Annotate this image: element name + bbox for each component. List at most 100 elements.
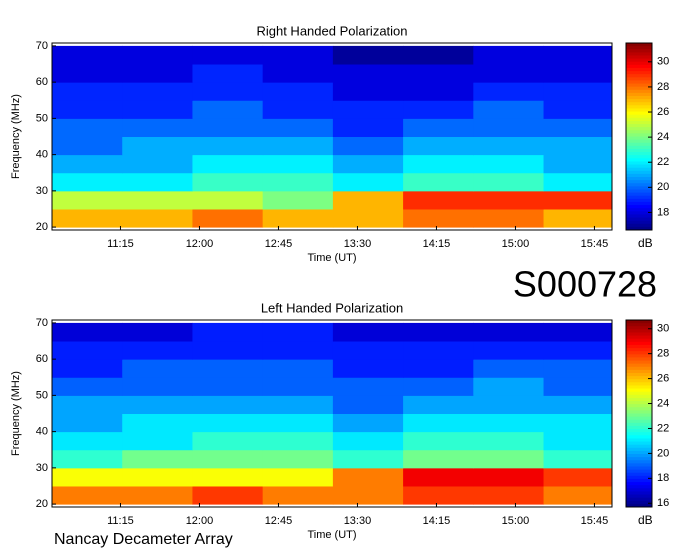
y-tick-label: 40 <box>36 426 48 438</box>
heatmap-cell <box>262 322 334 342</box>
heatmap-cell <box>403 208 474 228</box>
heatmap-cell <box>332 154 404 174</box>
heatmap-cell <box>473 449 545 469</box>
x-tick-label: 12:45 <box>265 515 293 527</box>
heatmap-cell <box>52 82 123 101</box>
colorbar-swatch <box>626 120 652 125</box>
colorbar-swatch <box>626 198 652 203</box>
heatmap-cell <box>192 45 264 65</box>
colorbar-swatch <box>626 161 652 166</box>
colorbar-swatch <box>626 407 652 411</box>
colorbar-swatch <box>626 173 652 178</box>
heatmap-cell <box>403 118 474 137</box>
heatmap-cell <box>122 154 193 174</box>
colorbar-swatch <box>626 419 652 424</box>
heatmap-cell <box>192 431 264 451</box>
heatmap-cell <box>262 359 334 378</box>
heatmap <box>52 322 612 505</box>
colorbar-swatch <box>626 469 652 474</box>
heatmap-cell <box>52 359 123 378</box>
heatmap-cell <box>543 45 612 65</box>
heatmap-cell <box>403 190 474 210</box>
y-tick-label: 20 <box>36 498 48 510</box>
colorbar-swatch <box>626 133 652 137</box>
heatmap-cell <box>262 377 334 396</box>
colorbar-swatch <box>626 155 652 159</box>
heatmap <box>52 45 612 228</box>
colorbar-swatch <box>626 348 652 352</box>
heatmap-cell <box>473 413 545 433</box>
colorbar-swatch <box>626 500 652 505</box>
heatmap-cell <box>52 341 123 360</box>
colorbar-swatch <box>626 186 652 190</box>
heatmap-cell <box>122 485 193 505</box>
colorbar-swatch <box>626 488 652 492</box>
heatmap-cell <box>262 82 334 101</box>
colorbar-swatch <box>626 391 652 396</box>
heatmap-cell <box>473 208 545 228</box>
heatmap-cell <box>122 449 193 469</box>
colorbar-frame <box>625 319 653 508</box>
heatmap-cell <box>262 431 334 451</box>
heatmap-cell <box>332 341 404 360</box>
colorbar-swatch <box>626 326 652 330</box>
colorbar-swatch <box>626 376 652 380</box>
heatmap-cell <box>543 467 612 487</box>
y-tick-label: 50 <box>36 112 48 124</box>
colorbar-swatch <box>626 61 652 66</box>
colorbar-swatch <box>626 382 652 386</box>
heatmap-cell <box>403 100 474 119</box>
heatmap-cell <box>192 64 264 83</box>
heatmap-cell <box>473 467 545 487</box>
heatmap-cell <box>332 118 404 137</box>
colorbar-swatch <box>626 401 652 405</box>
colorbar-swatch <box>626 441 652 446</box>
x-tick-label: 15:00 <box>502 515 530 527</box>
heatmap-cell <box>122 45 193 65</box>
colorbar-swatch <box>626 323 652 327</box>
heatmap-cell <box>403 485 474 505</box>
heatmap-cell <box>262 64 334 83</box>
heatmap-cell <box>122 118 193 137</box>
heatmap-cell <box>332 190 404 210</box>
heatmap-cell <box>332 467 404 487</box>
colorbar-tick-label: 26 <box>657 106 669 118</box>
colorbar-swatch <box>626 214 652 219</box>
heatmap-cell <box>192 208 264 228</box>
heatmap-cell <box>403 136 474 156</box>
heatmap-cell <box>262 154 334 174</box>
heatmap-cell <box>543 449 612 469</box>
colorbar-swatch <box>626 497 652 502</box>
colorbar-tick-label: 26 <box>657 372 669 384</box>
colorbar-swatch <box>626 108 652 113</box>
colorbar-swatch <box>626 320 652 324</box>
colorbar-tick-label: 24 <box>657 397 669 409</box>
colorbar-swatch <box>626 460 652 464</box>
x-tick-label: 15:00 <box>502 238 530 250</box>
colorbar-swatch <box>626 124 652 128</box>
heatmap-cell <box>52 118 123 137</box>
colorbar-swatch <box>626 397 652 402</box>
heatmap-cell <box>262 208 334 228</box>
heatmap-cell <box>543 322 612 342</box>
colorbar-swatch <box>626 466 652 471</box>
heatmap-cell <box>122 64 193 83</box>
heatmap-cell <box>332 377 404 396</box>
colorbar-swatch <box>626 341 652 346</box>
colorbar-tick-label: 24 <box>657 131 669 143</box>
heatmap-cell <box>52 485 123 505</box>
heatmap-cell <box>52 377 123 396</box>
heatmap-cell <box>262 485 334 505</box>
colorbar-swatch <box>626 491 652 496</box>
heatmap-cell <box>52 190 123 210</box>
heatmap-cell <box>192 341 264 360</box>
heatmap-cell <box>192 449 264 469</box>
colorbar-swatch <box>626 111 652 116</box>
heatmap-cell <box>192 172 264 192</box>
y-tick-label: 40 <box>36 149 48 161</box>
heatmap-cell <box>262 172 334 192</box>
heatmap-cell <box>122 136 193 156</box>
heatmap-cell <box>543 431 612 451</box>
x-tick-label: 15:45 <box>581 515 609 527</box>
